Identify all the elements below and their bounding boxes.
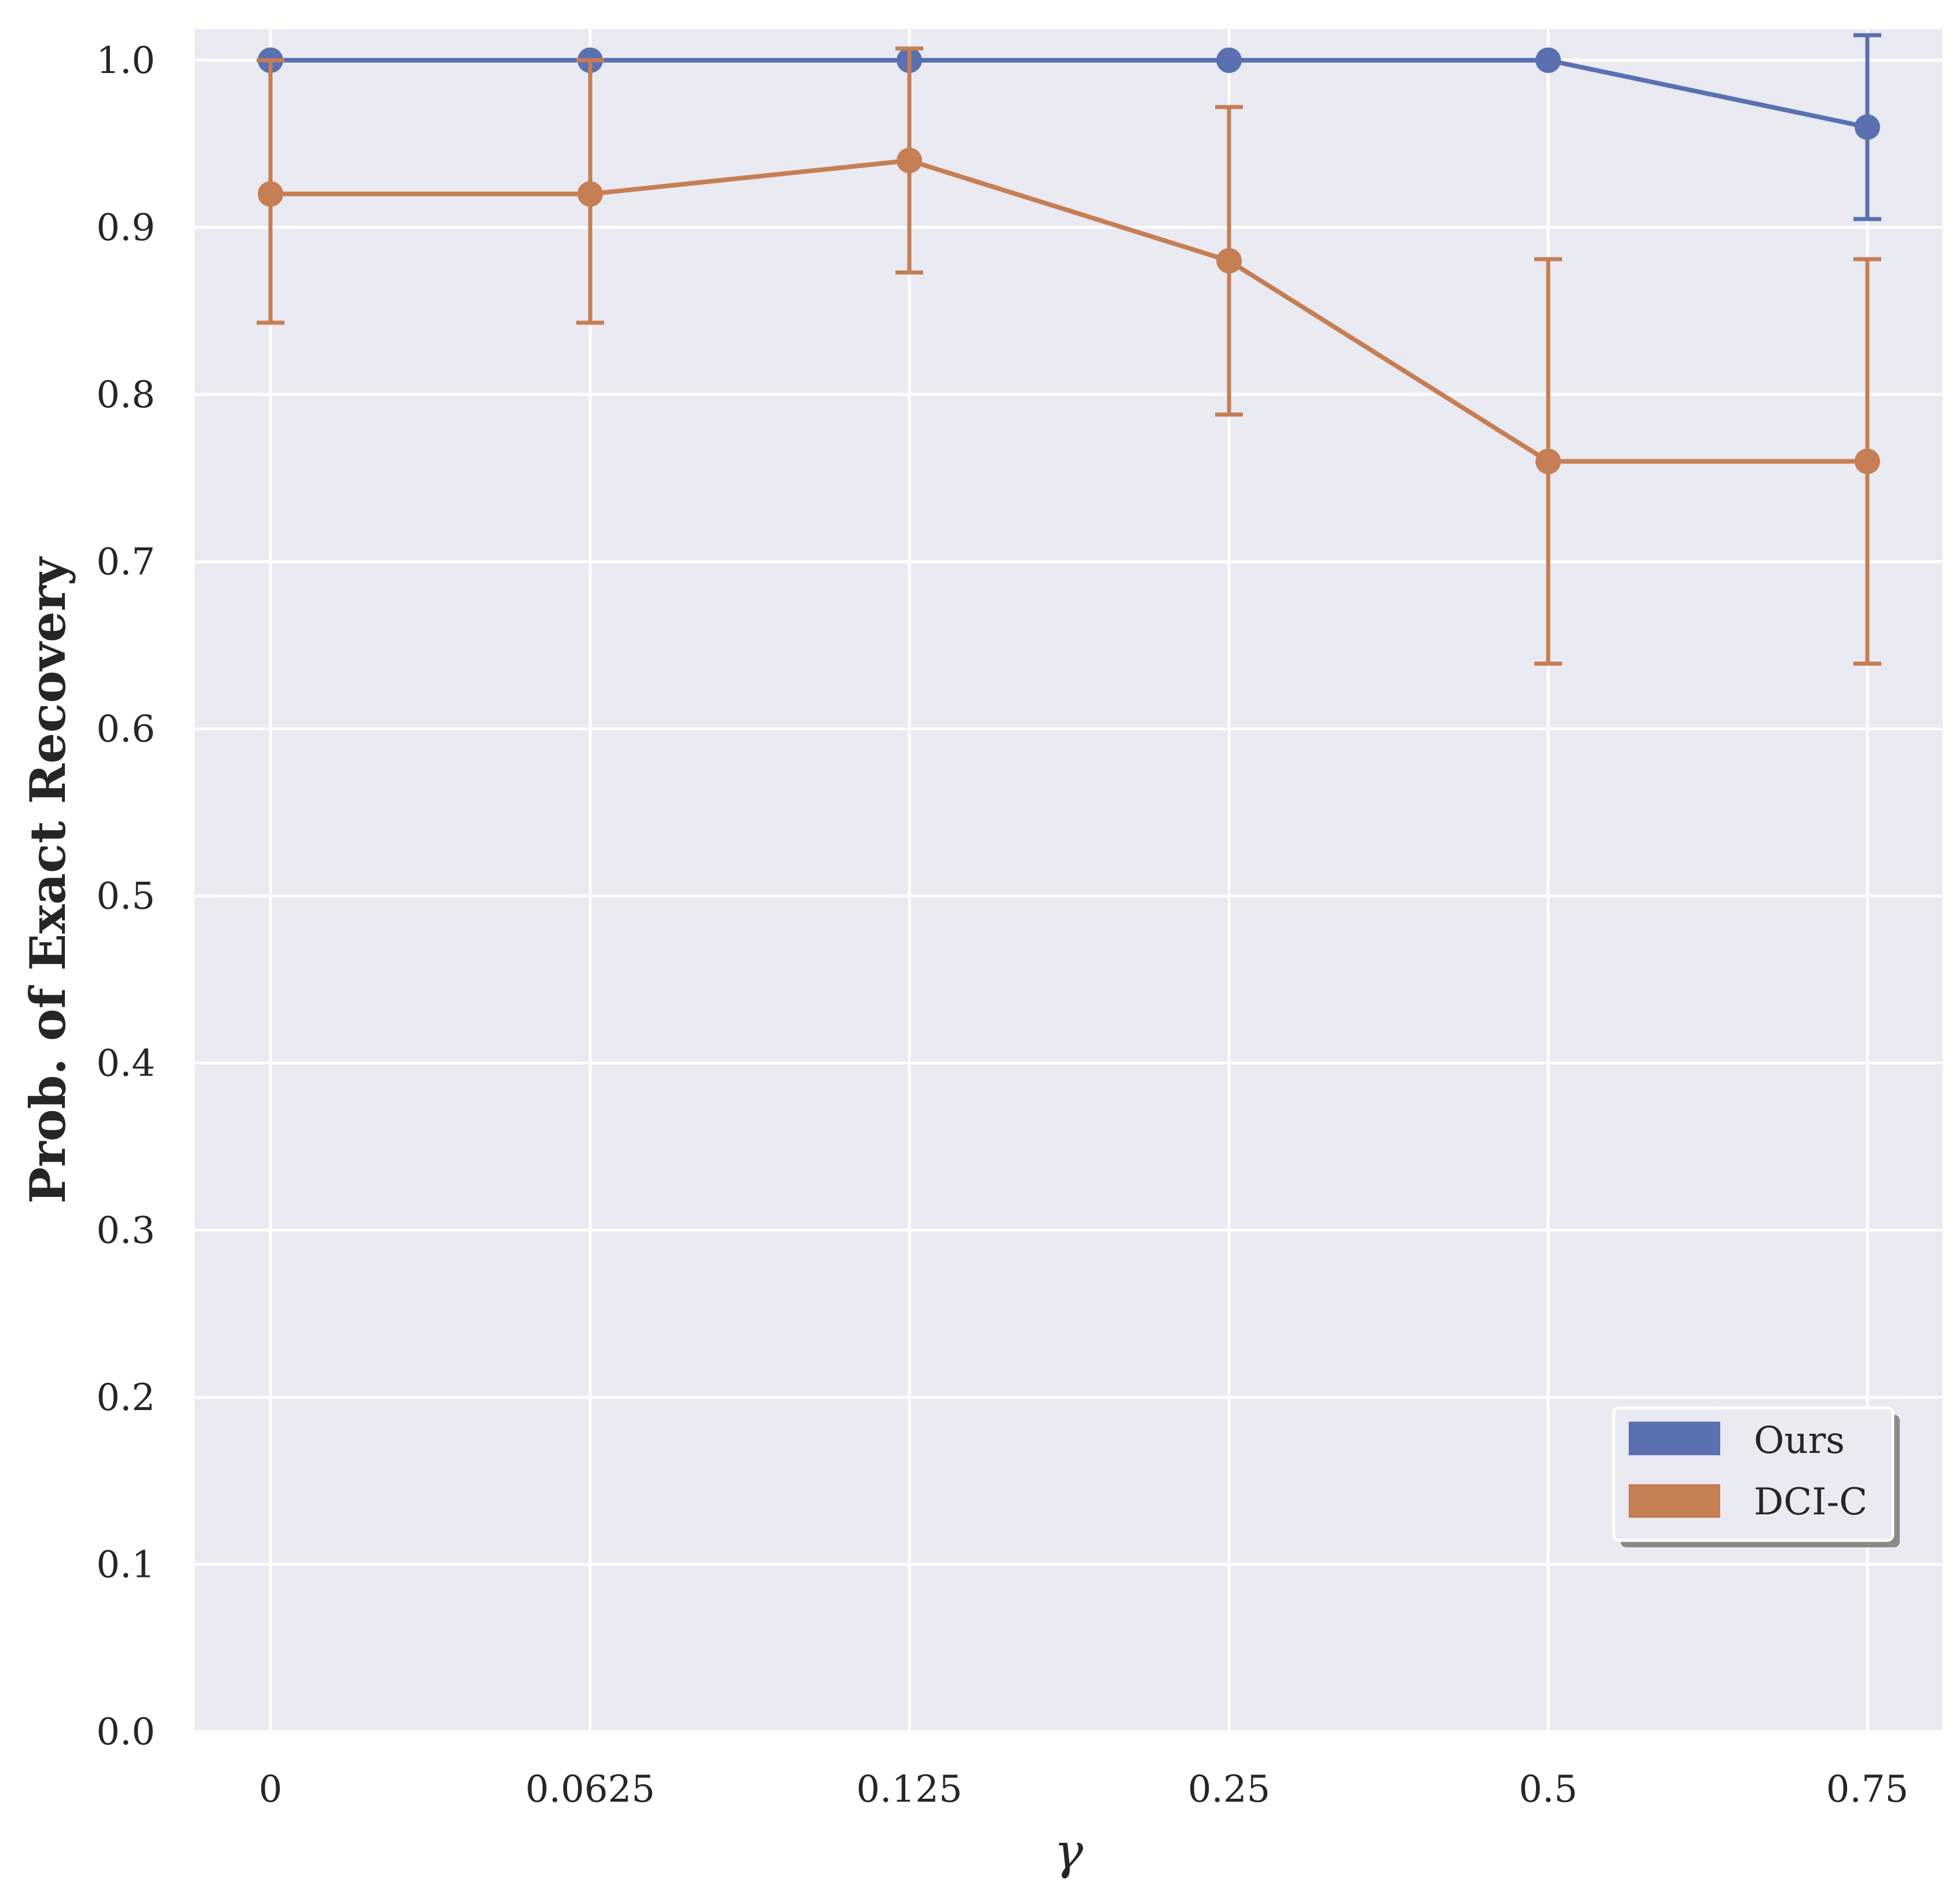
series-line bbox=[270, 58, 1868, 130]
y-tick-label: 0.8 bbox=[96, 374, 155, 417]
data-point bbox=[897, 148, 922, 174]
data-point bbox=[258, 181, 283, 207]
legend: Ours DCI-C bbox=[1612, 1406, 1900, 1547]
series-line bbox=[270, 158, 1867, 464]
x-axis-label: γ bbox=[1054, 1823, 1084, 1880]
y-tick-label: 1.0 bbox=[96, 39, 155, 82]
y-tick-label: 0.2 bbox=[96, 1376, 155, 1419]
data-point bbox=[1216, 48, 1242, 73]
y-tick-label: 0.9 bbox=[96, 207, 155, 250]
data-point bbox=[1855, 114, 1880, 140]
series bbox=[257, 33, 1881, 666]
x-axis: 0 0.0625 0.125 0.25 0.5 0.75 bbox=[259, 1768, 1909, 1811]
y-tick-label: 0.7 bbox=[96, 541, 155, 584]
data-point bbox=[1216, 248, 1242, 274]
y-tick-label: 0.1 bbox=[96, 1544, 155, 1587]
series-dci-c bbox=[257, 46, 1881, 666]
y-tick-label: 0.0 bbox=[96, 1711, 155, 1754]
x-tick-label: 0 bbox=[259, 1768, 283, 1811]
legend-label-dci-c: DCI-C bbox=[1754, 1481, 1867, 1524]
x-tick-label: 0.25 bbox=[1188, 1768, 1271, 1811]
x-tick-label: 0.75 bbox=[1826, 1768, 1909, 1811]
y-tick-label: 0.6 bbox=[96, 708, 155, 751]
y-axis: 0.0 0.1 0.2 0.3 0.4 0.5 0.6 0.7 0.8 0.9 1.0 bbox=[96, 39, 155, 1754]
legend-swatch-ours bbox=[1629, 1422, 1720, 1455]
x-tick-label: 0.0625 bbox=[525, 1768, 655, 1811]
series-ours bbox=[258, 33, 1881, 221]
legend-swatch-dci-c bbox=[1629, 1484, 1720, 1518]
y-tick-label: 0.4 bbox=[96, 1042, 155, 1085]
data-point bbox=[577, 181, 603, 207]
x-tick-label: 0.125 bbox=[856, 1768, 962, 1811]
data-point bbox=[1855, 448, 1880, 474]
legend-label-ours: Ours bbox=[1754, 1419, 1845, 1462]
y-tick-label: 0.5 bbox=[96, 875, 155, 918]
x-tick-label: 0.5 bbox=[1519, 1768, 1578, 1811]
data-point bbox=[1535, 48, 1561, 73]
data-point bbox=[1535, 448, 1561, 474]
y-tick-label: 0.3 bbox=[96, 1210, 155, 1252]
y-axis-label: Prob. of Exact Recovery bbox=[19, 556, 76, 1204]
